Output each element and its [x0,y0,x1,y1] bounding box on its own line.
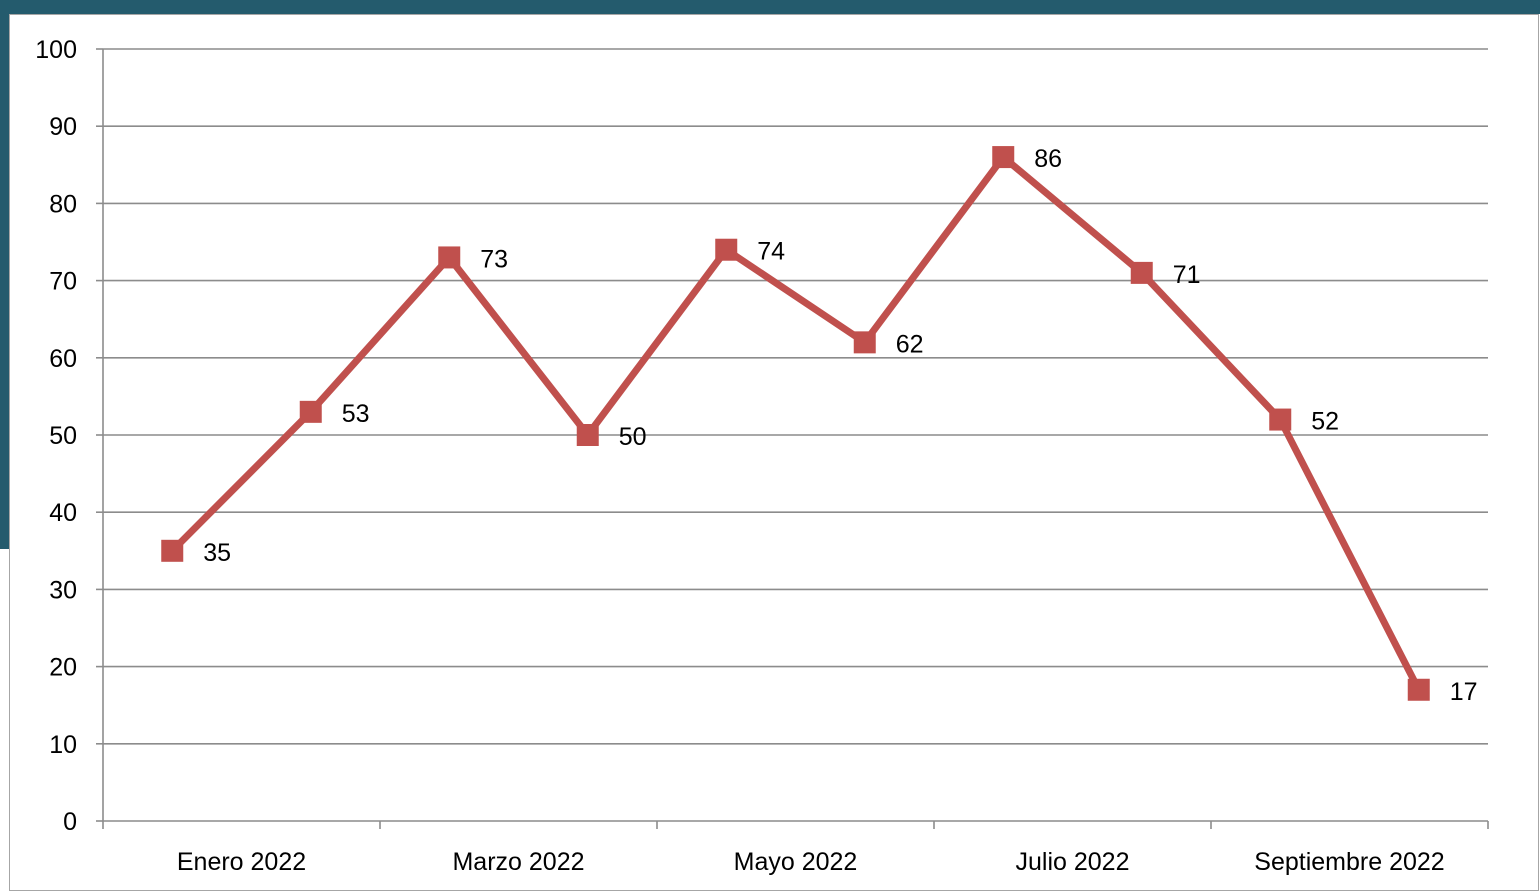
y-tick-label: 10 [49,731,77,759]
data-label: 53 [342,400,370,428]
frame-top-band [0,0,1540,549]
y-tick-label: 80 [49,190,77,218]
data-point [1407,678,1430,701]
data-label: 71 [1173,261,1201,289]
data-labels: 35 53 73 50 74 62 86 71 52 17 [203,145,1477,706]
data-label: 62 [896,330,924,358]
y-tick-label: 20 [49,654,77,682]
y-tick-label: 60 [49,345,77,373]
series-group [161,146,1430,701]
data-label: 73 [480,245,508,273]
data-point [853,331,876,354]
data-point [299,400,322,423]
data-point [438,246,461,269]
y-tick-label: 100 [35,36,77,64]
y-tick-label: 0 [63,808,77,836]
y-tick-label: 40 [49,499,77,527]
x-tick-label: Mayo 2022 [734,848,858,876]
x-tick-label: Septiembre 2022 [1254,848,1444,876]
data-point [1130,261,1153,284]
data-point [576,424,599,446]
chart-border [9,14,1539,891]
x-tick-label: Marzo 2022 [452,848,584,876]
y-tick-label: 50 [49,422,77,450]
data-point [1269,408,1292,431]
y-tick-label: 30 [49,576,77,604]
series-line [168,153,1423,694]
data-label: 86 [1034,145,1062,173]
data-label: 17 [1450,678,1478,706]
data-point [715,238,738,261]
x-tick-label: Julio 2022 [1016,848,1130,876]
y-tick-label: 90 [49,113,77,141]
data-point [992,146,1015,169]
y-axis-tick-labels: 0 10 20 30 40 50 60 70 80 90 100 [35,36,103,836]
data-point [161,539,184,562]
data-label: 74 [757,238,785,266]
data-label: 50 [619,423,647,451]
x-axis-tick-labels: Enero 2022 Marzo 2022 Mayo 2022 Julio 2022 S… [177,848,1445,876]
x-tick-label: Enero 2022 [177,848,306,876]
y-tick-label: 70 [49,268,77,296]
axes [102,49,1489,829]
data-label: 52 [1311,408,1339,436]
gridlines [103,48,1488,745]
data-label: 35 [203,539,231,567]
